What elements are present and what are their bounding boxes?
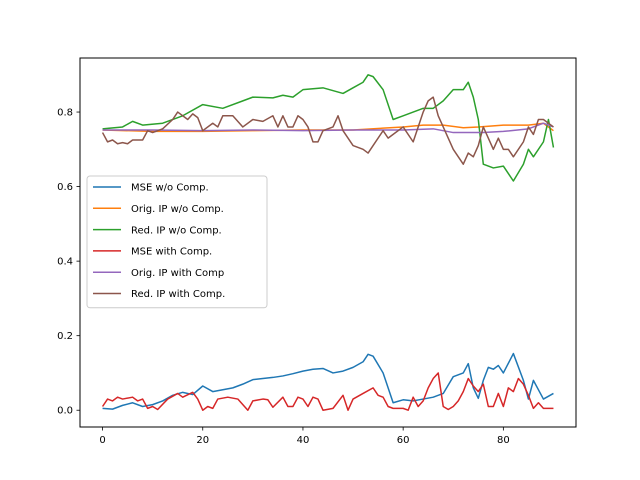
series-line-5 <box>101 96 554 165</box>
series-line-3 <box>101 372 554 411</box>
legend: MSE w/o Comp. Orig. IP w/o Comp. Red. IP w… <box>86 175 268 309</box>
x-axis: 0 20 40 60 80 <box>99 427 510 446</box>
x-tick-label: 80 <box>497 435 510 446</box>
y-tick-label: 0.8 <box>57 108 73 119</box>
y-tick-label: 0.2 <box>57 331 73 342</box>
legend-box <box>86 175 268 309</box>
y-tick-label: 0.0 <box>57 406 73 417</box>
x-tick-label: 0 <box>99 435 105 446</box>
series-line-0 <box>102 352 554 410</box>
legend-label-4: Orig. IP with Comp <box>131 268 224 279</box>
series-line-2 <box>102 74 555 182</box>
x-tick-label: 20 <box>196 435 209 446</box>
y-tick-label: 0.6 <box>57 182 73 193</box>
y-axis: 0.0 0.2 0.4 0.6 0.8 <box>57 108 80 417</box>
legend-label-2: Red. IP w/o Comp. <box>131 225 222 236</box>
legend-label-5: Red. IP with Comp. <box>131 289 225 300</box>
series-line-4 <box>102 122 554 134</box>
axes-frame <box>79 57 577 428</box>
legend-label-0: MSE w/o Comp. <box>131 183 209 194</box>
series-layer <box>101 74 555 411</box>
x-tick-label: 40 <box>297 435 310 446</box>
y-tick-label: 0.4 <box>57 257 73 268</box>
x-tick-label: 60 <box>397 435 410 446</box>
legend-label-1: Orig. IP w/o Comp. <box>131 204 224 215</box>
legend-label-3: MSE with Comp. <box>131 247 212 258</box>
